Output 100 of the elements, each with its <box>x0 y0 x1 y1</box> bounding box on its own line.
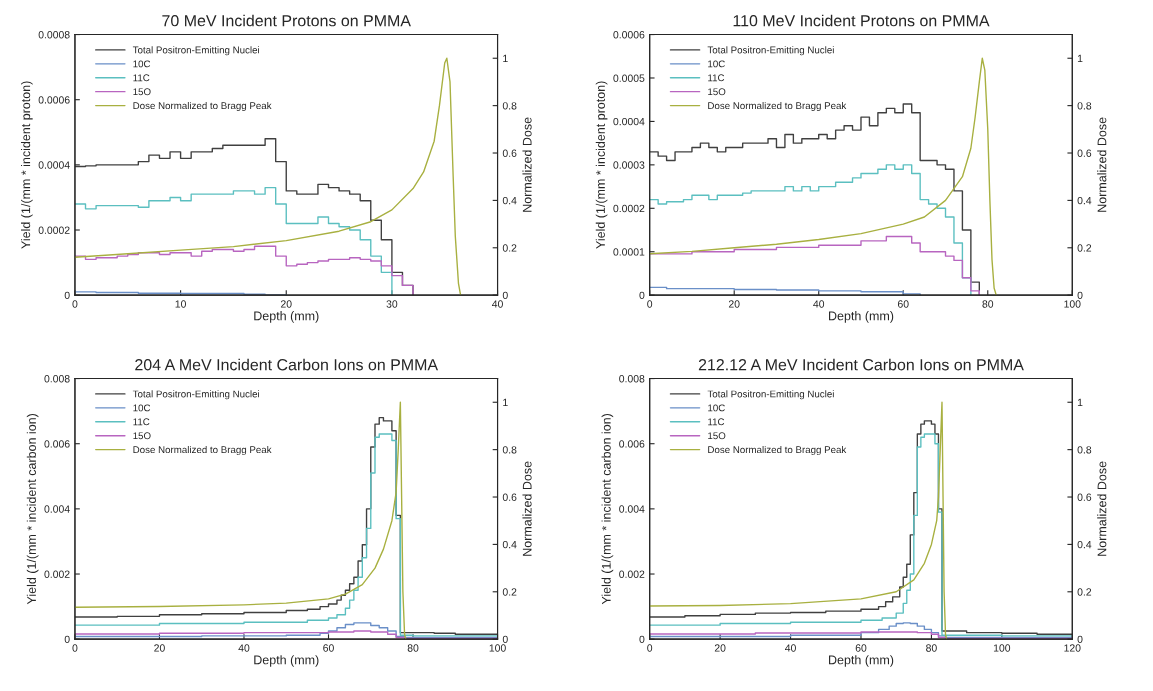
x-tick-label: 60 <box>897 300 909 308</box>
chart-title: 212.12 A MeV Incident Carbon Ions on PMMA <box>698 358 1024 371</box>
legend-label: 11C <box>133 418 150 426</box>
x-tick-label: 40 <box>785 644 796 652</box>
y2-tick-label: 0 <box>502 635 508 644</box>
y2-tick-label: 0.2 <box>502 588 517 596</box>
x-axis-title: Depth (mm) <box>829 311 894 323</box>
x-tick-label: 100 <box>1064 300 1081 308</box>
line-series <box>74 401 407 640</box>
legend-label: 10C <box>708 404 725 412</box>
y2-axis-title: Normalized Dose <box>522 461 532 556</box>
y-tick-label: 0 <box>639 291 645 300</box>
line-series <box>74 57 462 296</box>
legend-label: 10C <box>133 60 151 68</box>
y-tick-label: 0.0003 <box>613 161 645 169</box>
y2-tick-label: 0.8 <box>1077 102 1092 110</box>
x-tick-label: 80 <box>982 300 994 308</box>
x-tick-label: 60 <box>855 644 867 652</box>
y2-axis-title: Normalized Dose <box>1097 461 1107 556</box>
y-tick-label: 0.0002 <box>613 204 645 213</box>
x-tick-label: 20 <box>728 300 740 308</box>
legend-label: 15O <box>133 88 151 96</box>
legend-label: 15O <box>708 432 726 440</box>
chart-title: 204 A MeV Incident Carbon Ions on PMMA <box>135 358 439 371</box>
y2-tick-label: 0.4 <box>1077 196 1092 205</box>
x-tick-label: 80 <box>407 644 419 652</box>
y2-tick-label: 1 <box>1077 398 1083 407</box>
y-tick-label: 0.002 <box>44 570 70 578</box>
y-tick-label: 0.0004 <box>38 161 70 169</box>
y-tick-label: 0.0005 <box>613 74 645 82</box>
x-tick-label: 20 <box>714 644 726 652</box>
x-tick-label: 0 <box>647 300 653 308</box>
y-tick-label: 0.0006 <box>38 96 70 104</box>
x-tick-label: 40 <box>238 644 250 652</box>
legend-label: Total Positron-Emitting Nuclei <box>707 390 834 400</box>
y2-tick-label: 0 <box>502 291 508 300</box>
x-tick-label: 80 <box>926 644 937 652</box>
y2-tick-label: 1 <box>1077 54 1083 63</box>
x-axis-title: Depth (mm) <box>254 311 319 323</box>
x-tick-label: 60 <box>323 644 334 652</box>
x-tick-label: 0 <box>647 644 653 652</box>
y-tick-label: 0 <box>64 635 70 644</box>
y-tick-label: 0.0008 <box>38 31 70 39</box>
x-axis-title: Depth (mm) <box>254 655 319 667</box>
y2-axis-title: Normalized Dose <box>522 117 532 212</box>
y-tick-label: 0.006 <box>44 440 70 448</box>
y2-tick-label: 0.6 <box>502 493 517 501</box>
y-tick-label: 0.002 <box>619 570 645 578</box>
legend-label: Total Positron-Emitting Nuclei <box>132 46 259 56</box>
legend-label: Dose Normalized to Bragg Peak <box>708 445 847 456</box>
y2-tick-label: 0.8 <box>502 102 517 110</box>
y-axis-title: Yield (1/(mm * incident carbon ion) <box>601 414 614 605</box>
y2-tick-label: 0.4 <box>502 540 517 549</box>
y2-axis-title: Normalized Dose <box>1097 117 1107 212</box>
y-tick-label: 0.0002 <box>38 226 70 234</box>
y-tick-label: 0.0001 <box>613 248 645 256</box>
x-tick-label: 120 <box>1064 644 1081 652</box>
y2-tick-label: 0.8 <box>502 446 517 454</box>
x-tick-label: 0 <box>72 644 78 652</box>
x-tick-label: 10 <box>175 300 186 308</box>
y-tick-label: 0.0004 <box>613 117 645 126</box>
y-axis-title: Yield (1/(mm * incident carbon ion) <box>26 414 39 605</box>
x-tick-label: 100 <box>993 644 1011 652</box>
x-tick-label: 0 <box>72 300 78 308</box>
y-tick-label: 0 <box>64 291 70 300</box>
x-tick-label: 30 <box>386 300 398 308</box>
x-axis-title: Depth (mm) <box>829 655 894 667</box>
y-tick-label: 0.004 <box>619 505 645 513</box>
y-axis-title: Yield (1/(mm * incident proton) <box>595 81 608 249</box>
y2-tick-label: 0.6 <box>1077 493 1092 501</box>
x-tick-label: 40 <box>492 300 503 308</box>
y-tick-label: 0.004 <box>44 505 70 513</box>
legend-label: 11C <box>708 74 725 82</box>
legend-label: Dose Normalized to Bragg Peak <box>708 101 847 112</box>
x-tick-label: 40 <box>813 300 825 308</box>
legend-label: 10C <box>708 60 725 68</box>
y-axis-title: Yield (1/(mm * incident proton) <box>21 81 33 249</box>
y-tick-label: 0.008 <box>44 375 70 383</box>
legend-label: 15O <box>133 432 151 440</box>
y-tick-label: 0.0006 <box>613 31 645 39</box>
y2-tick-label: 0.8 <box>1077 446 1092 454</box>
y2-tick-label: 0.2 <box>1077 588 1092 596</box>
chart-title: 70 MeV Incident Protons on PMMA <box>162 14 411 27</box>
line-series <box>649 401 948 640</box>
x-tick-label: 20 <box>280 300 292 308</box>
legend-label: Dose Normalized to Bragg Peak <box>133 445 272 456</box>
y2-tick-label: 0.2 <box>1077 244 1092 252</box>
x-tick-label: 100 <box>489 644 506 652</box>
legend-label: 10C <box>133 404 151 412</box>
line-series <box>649 57 997 296</box>
y-tick-label: 0.006 <box>619 440 645 448</box>
legend-label: 15O <box>708 88 726 96</box>
legend-label: Total Positron-Emitting Nuclei <box>132 390 259 400</box>
y-tick-label: 0 <box>639 635 645 644</box>
y2-tick-label: 0.6 <box>502 149 517 157</box>
legend-label: Total Positron-Emitting Nuclei <box>707 46 834 56</box>
y2-tick-label: 0.4 <box>502 196 517 205</box>
y2-tick-label: 1 <box>503 54 508 63</box>
legend-label: Dose Normalized to Bragg Peak <box>133 101 272 112</box>
y2-tick-label: 0 <box>1077 291 1083 300</box>
